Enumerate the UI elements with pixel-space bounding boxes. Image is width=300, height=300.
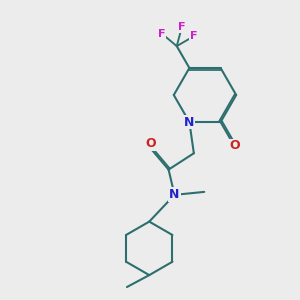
Text: N: N bbox=[184, 116, 195, 128]
Text: F: F bbox=[178, 22, 185, 32]
Text: F: F bbox=[158, 29, 166, 39]
Text: O: O bbox=[229, 140, 240, 152]
Text: N: N bbox=[169, 188, 180, 201]
Text: F: F bbox=[190, 32, 197, 41]
Text: O: O bbox=[146, 137, 156, 150]
